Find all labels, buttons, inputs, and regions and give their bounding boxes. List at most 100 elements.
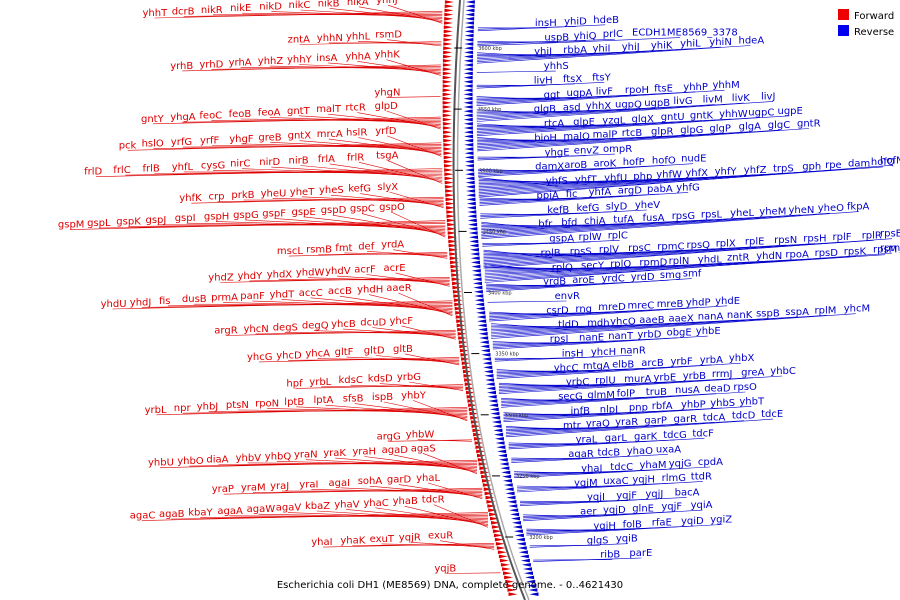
forward-gene-label: prkB bbox=[231, 190, 254, 201]
forward-gene-label: yhaC bbox=[363, 498, 388, 509]
forward-gene-label: kdsD bbox=[368, 374, 393, 385]
reverse-connector bbox=[481, 214, 801, 236]
reverse-feature-arrow bbox=[465, 21, 474, 25]
forward-gene-label: zntA bbox=[288, 35, 311, 46]
reverse-gene-label: hofN bbox=[880, 155, 900, 166]
forward-connector bbox=[428, 482, 483, 499]
reverse-feature-arrow bbox=[505, 491, 515, 496]
forward-gene-label: kbaY bbox=[188, 507, 213, 518]
forward-feature-arrow bbox=[444, 185, 454, 189]
forward-feature-arrow bbox=[452, 285, 462, 290]
reverse-gene-label: rpsI bbox=[550, 334, 569, 345]
reverse-gene-label: folP bbox=[617, 388, 635, 399]
reverse-feature-arrow bbox=[465, 8, 475, 13]
reverse-connector bbox=[487, 300, 567, 303]
reverse-gene-label: yhaJ bbox=[581, 463, 602, 474]
forward-feature-arrow bbox=[448, 243, 458, 248]
reverse-feature-arrow bbox=[463, 80, 473, 84]
reverse-gene-label: ugpC bbox=[748, 107, 774, 118]
forward-connector bbox=[215, 221, 446, 229]
forward-gene-label: dcuD bbox=[360, 318, 386, 329]
forward-feature-arrow bbox=[443, 54, 452, 59]
reverse-gene-label: infB bbox=[571, 406, 591, 417]
reverse-gene-label: yhbP bbox=[681, 400, 706, 411]
reverse-gene-label: yhbX bbox=[729, 353, 755, 364]
reverse-feature-arrow bbox=[481, 353, 491, 357]
forward-feature-arrow bbox=[497, 550, 507, 554]
forward-feature-arrow bbox=[487, 504, 497, 508]
reverse-feature-arrow bbox=[465, 180, 475, 185]
reverse-connector bbox=[483, 243, 816, 264]
forward-connector bbox=[284, 331, 456, 334]
reverse-feature-arrow bbox=[478, 327, 488, 332]
reverse-feature-arrow bbox=[516, 542, 526, 546]
reverse-feature-arrow bbox=[463, 126, 473, 130]
forward-gene-label: yhaB bbox=[393, 496, 418, 507]
forward-gene-label: gltD bbox=[364, 346, 385, 357]
reverse-gene-label: yhfS bbox=[546, 176, 568, 187]
forward-feature-arrow bbox=[444, 172, 454, 176]
forward-feature-arrow bbox=[443, 130, 452, 134]
reverse-connector-lines bbox=[476, 24, 893, 562]
forward-gene-label: crp bbox=[209, 192, 225, 203]
reverse-gene-label: tdcE bbox=[761, 409, 783, 420]
reverse-gene-label: smf bbox=[683, 269, 702, 280]
forward-gene-label: yhhL bbox=[346, 31, 371, 42]
reverse-gene-label: yqjF bbox=[661, 502, 682, 513]
reverse-feature-arrow bbox=[493, 428, 503, 433]
legend-reverse-label: Reverse bbox=[854, 27, 894, 38]
reverse-gene-label: secG bbox=[558, 392, 583, 403]
reverse-gene-label: yhfY bbox=[715, 167, 738, 178]
reverse-gene-label: tdcG bbox=[663, 430, 687, 441]
reverse-feature-arrow bbox=[470, 248, 479, 252]
reverse-gene-label: greA bbox=[741, 368, 764, 379]
reverse-gene-label: malQ bbox=[563, 131, 590, 142]
forward-gene-label: yhbO bbox=[177, 456, 204, 467]
reverse-gene-label: glgA bbox=[739, 122, 761, 133]
reverse-gene-label: kefG bbox=[577, 203, 600, 214]
reverse-feature-arrow bbox=[463, 67, 473, 71]
reverse-connector bbox=[476, 102, 744, 121]
forward-connector bbox=[386, 96, 441, 98]
reverse-gene-label: yqjD bbox=[603, 505, 626, 516]
reverse-connector bbox=[505, 422, 715, 435]
position-ticks: 3600 kbp 3550 kbp 3500 kbp 3450 kbp 3400 kbp… bbox=[453, 46, 553, 541]
forward-connector bbox=[272, 198, 444, 202]
reverse-gene-label: yhdE bbox=[715, 296, 740, 307]
reverse-feature-arrow bbox=[529, 592, 539, 596]
forward-connector bbox=[433, 504, 489, 528]
forward-gene-label: yhdV bbox=[325, 266, 351, 277]
reverse-gene-label: yhiK bbox=[651, 40, 673, 51]
reverse-feature-arrow bbox=[527, 584, 537, 588]
reverse-gene-label: yhhS bbox=[544, 61, 569, 72]
reverse-connector bbox=[492, 337, 679, 348]
reverse-gene-label: ugpA bbox=[567, 88, 593, 99]
reverse-feature-arrow bbox=[514, 533, 524, 538]
forward-gene-label: yhcB bbox=[331, 319, 356, 330]
forward-feature-arrow bbox=[443, 151, 453, 155]
reverse-feature-arrow bbox=[465, 12, 475, 17]
reverse-feature-arrow bbox=[465, 176, 475, 181]
reverse-feature-arrow bbox=[465, 185, 475, 189]
forward-connector bbox=[357, 112, 441, 128]
forward-connector bbox=[387, 135, 442, 157]
reverse-feature-arrow bbox=[475, 306, 485, 311]
reverse-gene-label: arcB bbox=[641, 358, 664, 369]
forward-feature-arrow bbox=[493, 533, 503, 538]
reverse-gene-label: trpS bbox=[773, 163, 794, 174]
reverse-feature-arrow bbox=[472, 273, 482, 277]
reverse-gene-label: rpsH bbox=[803, 234, 826, 245]
reverse-gene-label: rpsC bbox=[628, 243, 651, 254]
reverse-gene-label: yhfW bbox=[656, 170, 682, 181]
forward-feature-arrow bbox=[442, 80, 452, 84]
forward-feature-arrow bbox=[443, 159, 453, 164]
reverse-gene-label: yhcM bbox=[844, 304, 870, 315]
reverse-gene-label: hdeB bbox=[593, 15, 619, 26]
forward-gene-label: agaC bbox=[130, 511, 156, 522]
reverse-gene-label: hofP bbox=[623, 157, 645, 168]
forward-gene-label: yrdA bbox=[381, 240, 404, 251]
forward-feature-arrow bbox=[443, 33, 453, 38]
reverse-feature-arrow bbox=[467, 206, 476, 210]
forward-connector bbox=[417, 439, 473, 442]
reverse-feature-arrow bbox=[488, 399, 498, 403]
